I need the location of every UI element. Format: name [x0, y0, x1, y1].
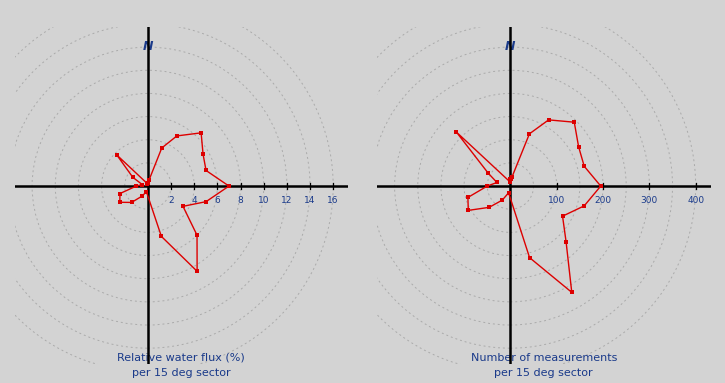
Text: 12: 12	[281, 196, 293, 205]
Text: N: N	[143, 40, 153, 53]
Text: 100: 100	[548, 196, 566, 205]
Text: 4: 4	[191, 196, 197, 205]
Text: 400: 400	[687, 196, 704, 205]
Text: 300: 300	[641, 196, 658, 205]
Text: 200: 200	[594, 196, 612, 205]
Text: 14: 14	[304, 196, 315, 205]
Text: 10: 10	[258, 196, 270, 205]
Text: N: N	[505, 40, 515, 53]
Text: Relative water flux (%)
per 15 deg sector: Relative water flux (%) per 15 deg secto…	[117, 353, 245, 378]
Text: 6: 6	[215, 196, 220, 205]
Text: Number of measurements
per 15 deg sector: Number of measurements per 15 deg sector	[471, 353, 617, 378]
Text: 2: 2	[168, 196, 174, 205]
Text: 8: 8	[238, 196, 244, 205]
Text: 16: 16	[328, 196, 339, 205]
